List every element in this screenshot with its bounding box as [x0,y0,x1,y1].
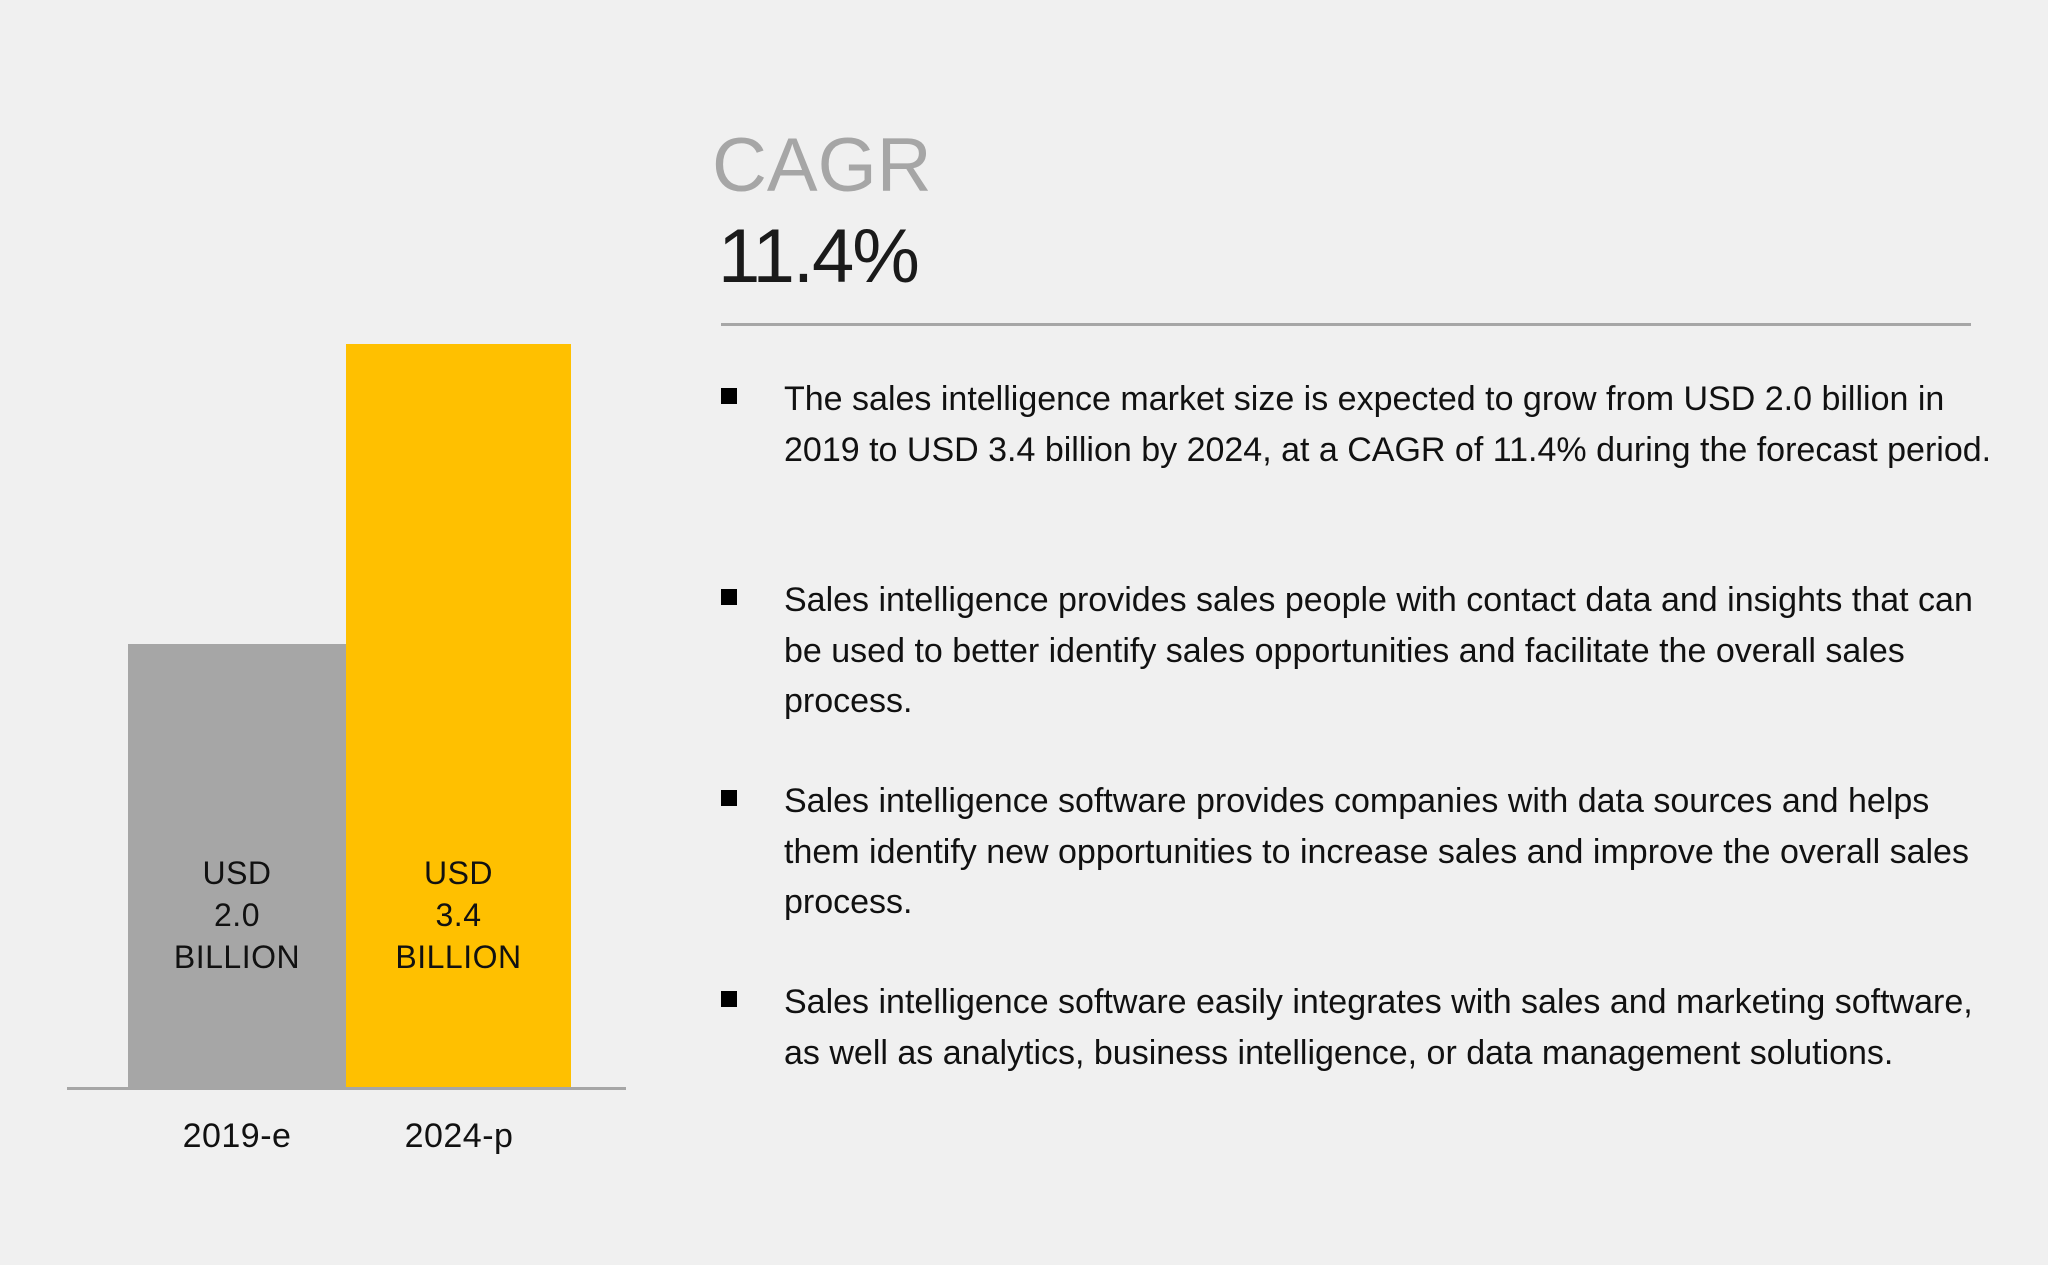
list-item: The sales intelligence market size is ex… [721,374,2011,525]
bar-2024-p-data-label: USD 3.4 BILLION [346,852,571,978]
bullet-text: Sales intelligence software provides com… [784,782,1969,921]
square-bullet-icon [721,991,737,1007]
square-bullet-icon [721,388,737,404]
bar-2024-p: USD 3.4 BILLION [346,344,571,1088]
x-axis-line [67,1087,626,1090]
cagr-title: CAGR [712,123,932,208]
list-item: Sales intelligence software provides com… [721,776,2011,927]
bar-label-value: 3.4 [435,897,482,933]
bar-label-currency: USD [423,855,494,891]
list-item: Sales intelligence software easily integ… [721,977,2011,1128]
list-item: Sales intelligence provides sales people… [721,575,2011,726]
bullet-text: Sales intelligence software easily integ… [784,983,1973,1072]
square-bullet-icon [721,790,737,806]
bar-2019-e: USD 2.0 BILLION [128,644,346,1088]
bullet-text: Sales intelligence provides sales people… [784,581,1973,720]
bar-2019-e-data-label: USD 2.0 BILLION [128,852,346,978]
key-points-list: The sales intelligence market size is ex… [721,374,2011,1178]
x-axis-label-2024-p: 2024-p [404,1117,514,1155]
cagr-value: 11.4% [718,214,920,299]
x-axis-label-2019-e: 2019-e [182,1117,292,1155]
bullet-text: The sales intelligence market size is ex… [784,380,1992,469]
market-size-bar-chart: USD 2.0 BILLION USD 3.4 BILLION 2019-e 2… [0,0,700,1265]
bar-label-unit: BILLION [395,939,522,975]
header-divider [721,323,1971,326]
bar-label-currency: USD [202,855,272,891]
square-bullet-icon [721,589,737,605]
bar-label-value: 2.0 [214,897,260,933]
bar-label-unit: BILLION [173,939,301,975]
